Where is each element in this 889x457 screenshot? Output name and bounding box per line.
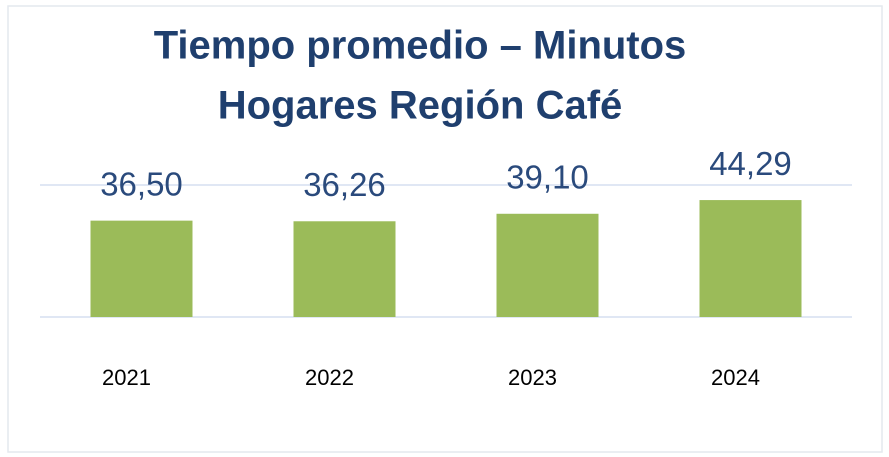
x-tick-label: 2023 <box>508 365 557 390</box>
bar <box>699 200 802 317</box>
x-tick-label: 2024 <box>711 365 760 390</box>
bar <box>293 221 396 317</box>
value-label: 39,10 <box>506 158 589 195</box>
value-label: 44,29 <box>709 145 792 182</box>
bar <box>496 213 599 317</box>
bar <box>90 220 193 317</box>
x-tick-label: 2022 <box>305 365 354 390</box>
value-label: 36,50 <box>100 165 183 202</box>
chart-title: Hogares Región Café <box>218 84 623 128</box>
value-label: 36,26 <box>303 166 386 203</box>
x-tick-label: 2021 <box>102 365 151 390</box>
chart-title: Tiempo promedio – Minutos <box>154 24 687 68</box>
